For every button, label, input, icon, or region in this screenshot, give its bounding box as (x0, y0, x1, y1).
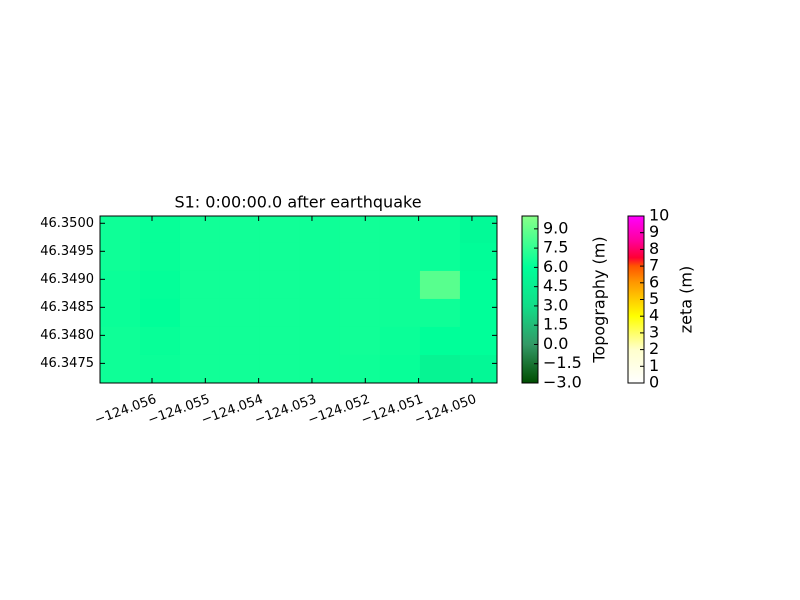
y-tick-label: 46.3475 (40, 356, 94, 371)
heat-cell (299, 354, 341, 383)
heat-cell (219, 326, 261, 356)
heat-cell (299, 326, 341, 356)
heat-cell (419, 216, 461, 244)
heat-cell (259, 298, 301, 328)
heat-cell (379, 216, 421, 244)
y-tick-label: 46.3495 (40, 244, 94, 259)
heat-cell (100, 326, 141, 356)
heat-cell (339, 242, 381, 272)
heat-cell (179, 298, 221, 328)
colorbar-tick-label: 7 (649, 256, 659, 275)
colorbar (521, 215, 539, 384)
colorbar-tick-label: 4 (649, 306, 659, 325)
heat-cell (100, 354, 141, 383)
heat-cell (459, 270, 497, 300)
colorbar-tick-label: 1.5 (543, 315, 568, 334)
heat-cell (100, 242, 141, 272)
heat-cell (259, 242, 301, 272)
heat-cell (379, 354, 421, 383)
heat-cell (259, 354, 301, 383)
heat-cell (219, 354, 261, 383)
colorbar-tick-label: 9.0 (543, 218, 568, 237)
heat-cell (419, 326, 461, 356)
heatmap (100, 216, 497, 383)
heat-cell (179, 270, 221, 300)
colorbar-tick-label: 3 (649, 322, 659, 341)
heat-cell (379, 270, 421, 300)
heat-cell (459, 354, 497, 383)
heat-cell (139, 354, 181, 383)
plot-frame (99, 215, 498, 384)
colorbar-tick-label: 0 (649, 373, 659, 392)
heat-cell (339, 216, 381, 244)
heat-cell (339, 354, 381, 383)
x-tick-label: −124.050 (413, 392, 479, 428)
y-tick-label: 46.3500 (40, 216, 94, 231)
heat-cell (139, 326, 181, 356)
colorbar-tick-label: 8 (649, 239, 659, 258)
colorbar-label: zeta (m) (677, 266, 696, 333)
colorbar-tick-label: 1 (649, 356, 659, 375)
heat-cell (379, 242, 421, 272)
heat-cell (219, 216, 261, 244)
heat-cell (179, 354, 221, 383)
heat-cell (259, 326, 301, 356)
heat-cell (459, 326, 497, 356)
chart-title: S1: 0:00:00.0 after earthquake (174, 193, 421, 212)
colorbar-tick-label: 6 (649, 272, 659, 291)
colorbar-tick-label: 9 (649, 222, 659, 241)
heat-cell (259, 216, 301, 244)
heat-cell (299, 298, 341, 328)
heat-cell (100, 216, 141, 244)
y-tick-label: 46.3485 (40, 300, 94, 315)
colorbar-tick-label: 7.5 (543, 238, 568, 257)
colorbar-tick-label: 10 (649, 206, 669, 225)
heat-cell (179, 242, 221, 272)
heat-cell (459, 242, 497, 272)
heat-cell (299, 242, 341, 272)
colorbar-label: Topography (m) (590, 236, 609, 363)
heat-cell (339, 326, 381, 356)
heat-cell (419, 354, 461, 383)
heat-cell (219, 242, 261, 272)
heat-cell (139, 216, 181, 244)
colorbar-tick-label: −3.0 (543, 373, 582, 392)
heat-cell (339, 298, 381, 328)
colorbar-tick-label: −1.5 (543, 353, 582, 372)
heat-cell (379, 326, 421, 356)
heat-cell (219, 298, 261, 328)
y-tick-label: 46.3490 (40, 272, 94, 287)
heat-cell (139, 242, 181, 272)
heat-cell (259, 270, 301, 300)
colorbar-tick-label: 3.0 (543, 295, 568, 314)
colorbar-tick-label: 5 (649, 289, 659, 308)
heat-cell (299, 216, 341, 244)
colorbar-tick-label: 2 (649, 339, 659, 358)
heat-cell (179, 326, 221, 356)
heat-cell (459, 216, 497, 244)
heat-cell (379, 298, 421, 328)
colorbar-tick-label: 0.0 (543, 334, 568, 353)
heat-cell (100, 298, 141, 328)
heat-cell (419, 242, 461, 272)
heat-cell (100, 270, 141, 300)
colorbar-tick-label: 6.0 (543, 257, 568, 276)
heat-cell (459, 298, 497, 328)
heat-cell (139, 298, 181, 328)
heat-cell (139, 270, 181, 300)
heat-cell (339, 270, 381, 300)
heat-cell (419, 270, 461, 300)
y-tick-label: 46.3480 (40, 328, 94, 343)
heat-cell (179, 216, 221, 244)
heat-cell (299, 270, 341, 300)
colorbar-tick-label: 4.5 (543, 276, 568, 295)
heat-cell (419, 298, 461, 328)
heat-cell (219, 270, 261, 300)
